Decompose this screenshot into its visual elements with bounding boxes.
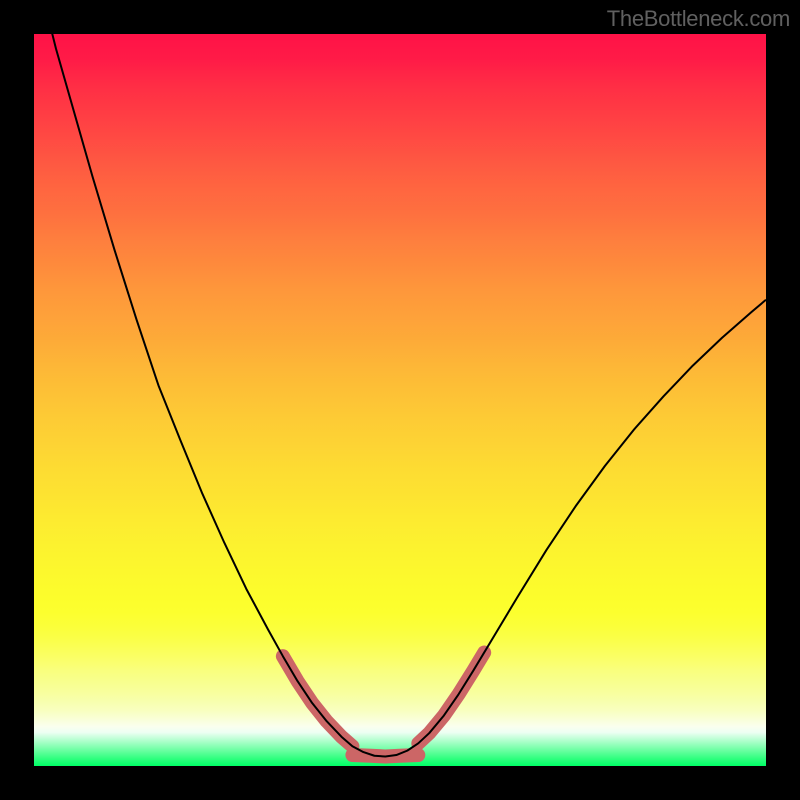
gradient-background — [34, 34, 766, 766]
bottleneck-chart — [34, 34, 766, 766]
chart-container: TheBottleneck.com — [0, 0, 800, 800]
watermark-text: TheBottleneck.com — [607, 6, 790, 32]
